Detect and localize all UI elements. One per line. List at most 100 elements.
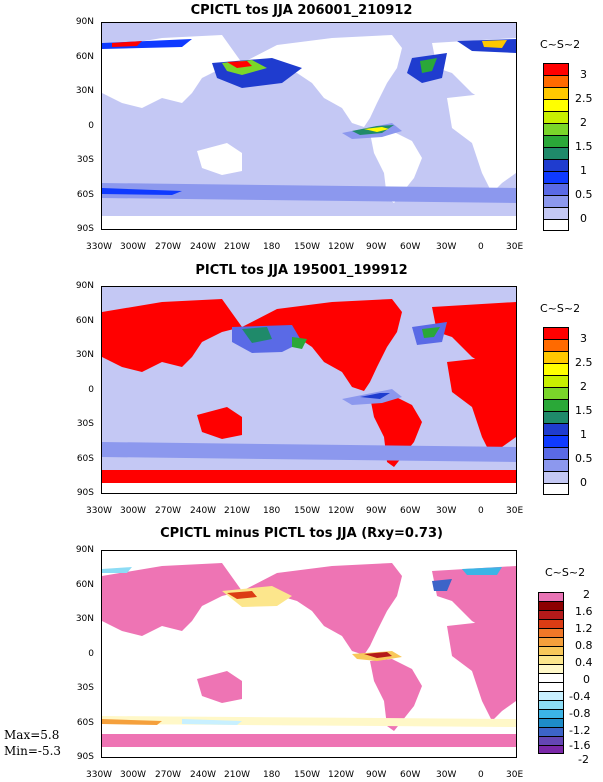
colorbar-label: 1.6 [575, 605, 593, 618]
colorbar-label: -1.2 [569, 724, 591, 737]
colorbar-label: 3 [580, 332, 587, 345]
land-layer [102, 563, 516, 747]
lat-label: 60S [76, 718, 94, 728]
panel-difference: CPICTL minus PICTL tos JJA (Rxy=0.73) [0, 520, 603, 782]
colorbar-cell [544, 220, 568, 230]
colorbar-cell [539, 701, 563, 710]
colorbar-cell [544, 124, 568, 136]
australia [197, 143, 242, 175]
colorbar-cell [539, 629, 563, 638]
colorbar-label: 2 [580, 116, 587, 129]
south-america [370, 395, 422, 467]
colorbar-label: -1.6 [569, 739, 591, 752]
lon-label: 30E [506, 506, 524, 516]
lat-label: 90S [76, 488, 94, 498]
colorbar-cell [544, 364, 568, 376]
colorbar-cell [544, 196, 568, 208]
africa [447, 93, 516, 193]
lon-label: 240W [190, 506, 217, 516]
colorbar-cell [544, 208, 568, 220]
panel-title: CPICTL minus PICTL tos JJA (Rxy=0.73) [160, 526, 443, 541]
map-svg [102, 551, 516, 757]
variance-layer [102, 39, 516, 203]
lon-label: 270W [155, 770, 182, 780]
lon-label: 300W [120, 506, 147, 516]
antarctica [102, 470, 516, 483]
colorbar-cell [539, 647, 563, 656]
colorbar [538, 592, 564, 754]
colorbar-cell [544, 112, 568, 124]
lon-label: 330W [86, 242, 113, 252]
africa [447, 357, 516, 457]
colorbar-cell [544, 388, 568, 400]
units-label: C~S~2 [540, 302, 581, 315]
colorbar-cell [539, 737, 563, 746]
lat-label: 30S [76, 419, 94, 429]
lon-label: 30W [436, 242, 457, 252]
lon-label: 90W [366, 770, 387, 780]
antarctica [102, 216, 516, 229]
colorbar-label: 0 [580, 476, 587, 489]
colorbar-label: 0.5 [575, 188, 593, 201]
south-america [370, 131, 422, 203]
colorbar-label: -2 [578, 753, 589, 766]
colorbar-label: 2.5 [575, 356, 593, 369]
lon-label: 0 [478, 770, 484, 780]
eurasia [102, 563, 516, 636]
lat-label: 60S [76, 190, 94, 200]
lon-label: 60W [400, 506, 421, 516]
lat-label: 30S [76, 683, 94, 693]
colorbar-cell [539, 665, 563, 674]
lon-label: 240W [190, 242, 217, 252]
colorbar-label: 1.2 [575, 622, 593, 635]
map-svg [102, 23, 516, 229]
colorbar-cell [539, 728, 563, 737]
lon-label: 330W [86, 770, 113, 780]
variance-layer [102, 322, 516, 462]
africa [447, 621, 516, 721]
lon-label: 30W [436, 770, 457, 780]
panel-title: CPICTL tos JJA 206001_210912 [190, 3, 413, 18]
lat-label: 90S [76, 224, 94, 234]
colorbar-cell [544, 76, 568, 88]
colorbar-cell [539, 602, 563, 611]
colorbar-cell [544, 352, 568, 364]
units-label: C~S~2 [540, 38, 581, 51]
lon-label: 270W [155, 506, 182, 516]
australia [197, 671, 242, 703]
colorbar-label: 0.5 [575, 452, 593, 465]
lon-label: 180 [263, 770, 281, 780]
colorbar-label: 2 [580, 380, 587, 393]
lon-label: 180 [263, 506, 281, 516]
lon-label: 330W [86, 506, 113, 516]
south-america [370, 659, 422, 731]
bottom-strip [102, 483, 516, 493]
lon-label: 90W [366, 242, 387, 252]
lat-label: 60N [75, 580, 94, 590]
lon-label: 60W [400, 242, 421, 252]
colorbar-cell [544, 340, 568, 352]
colorbar-cell [544, 136, 568, 148]
lat-label: 0 [88, 649, 94, 659]
colorbar-cell [544, 400, 568, 412]
colorbar-label: 2.5 [575, 92, 593, 105]
colorbar-cell [544, 88, 568, 100]
colorbar-cell [539, 683, 563, 692]
lat-label: 0 [88, 121, 94, 131]
colorbar-cell [539, 593, 563, 602]
lon-label: 210W [224, 242, 251, 252]
colorbar-cell [544, 100, 568, 112]
colorbar-cell [544, 184, 568, 196]
lat-label: 60S [76, 454, 94, 464]
colorbar-cell [544, 460, 568, 472]
north-america [242, 299, 402, 391]
north-america [242, 35, 402, 127]
colorbar-cell [544, 448, 568, 460]
colorbar-label: 2 [583, 588, 590, 601]
lon-label: 150W [294, 506, 321, 516]
panel-cpictl: CPICTL tos JJA 206001_210912 [0, 0, 603, 258]
lat-label: 30S [76, 155, 94, 165]
colorbar-label: 1 [580, 428, 587, 441]
colorbar-label: 0 [583, 673, 590, 686]
colorbar-label: 1.5 [575, 140, 593, 153]
